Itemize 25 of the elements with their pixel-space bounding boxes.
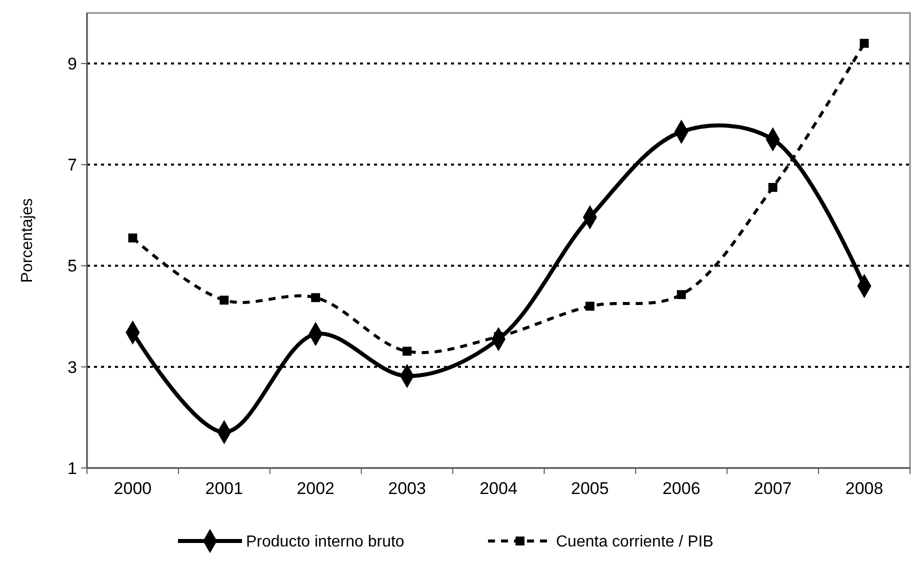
y-tick-label: 3 [68, 358, 77, 377]
y-tick-label: 1 [68, 458, 77, 478]
x-tick-label: 2003 [388, 479, 426, 498]
x-tick-label: 2007 [754, 479, 792, 498]
point [311, 293, 320, 302]
point [860, 38, 869, 48]
point [768, 182, 778, 192]
point [220, 296, 229, 305]
point [676, 290, 686, 300]
legend-label: Producto interno bruto [246, 534, 404, 551]
legend-label: Cuenta corriente / PIB [556, 534, 714, 551]
x-tick-label: 2008 [845, 479, 884, 498]
point [128, 234, 138, 242]
point [585, 302, 594, 311]
point [402, 346, 412, 356]
x-tick-label: 2002 [296, 479, 335, 498]
x-tick-label: 2005 [571, 479, 609, 498]
y-tick-label: 5 [68, 256, 77, 276]
y-tick-label: 9 [68, 54, 77, 74]
x-tick-label: 2000 [114, 479, 152, 498]
x-tick-label: 2001 [205, 479, 244, 498]
y-axis-title: Porcentajes [19, 198, 36, 283]
x-tick-label: 2004 [480, 479, 518, 498]
x-tick-label: 2006 [662, 479, 700, 498]
y-tick-label: 7 [68, 156, 77, 175]
